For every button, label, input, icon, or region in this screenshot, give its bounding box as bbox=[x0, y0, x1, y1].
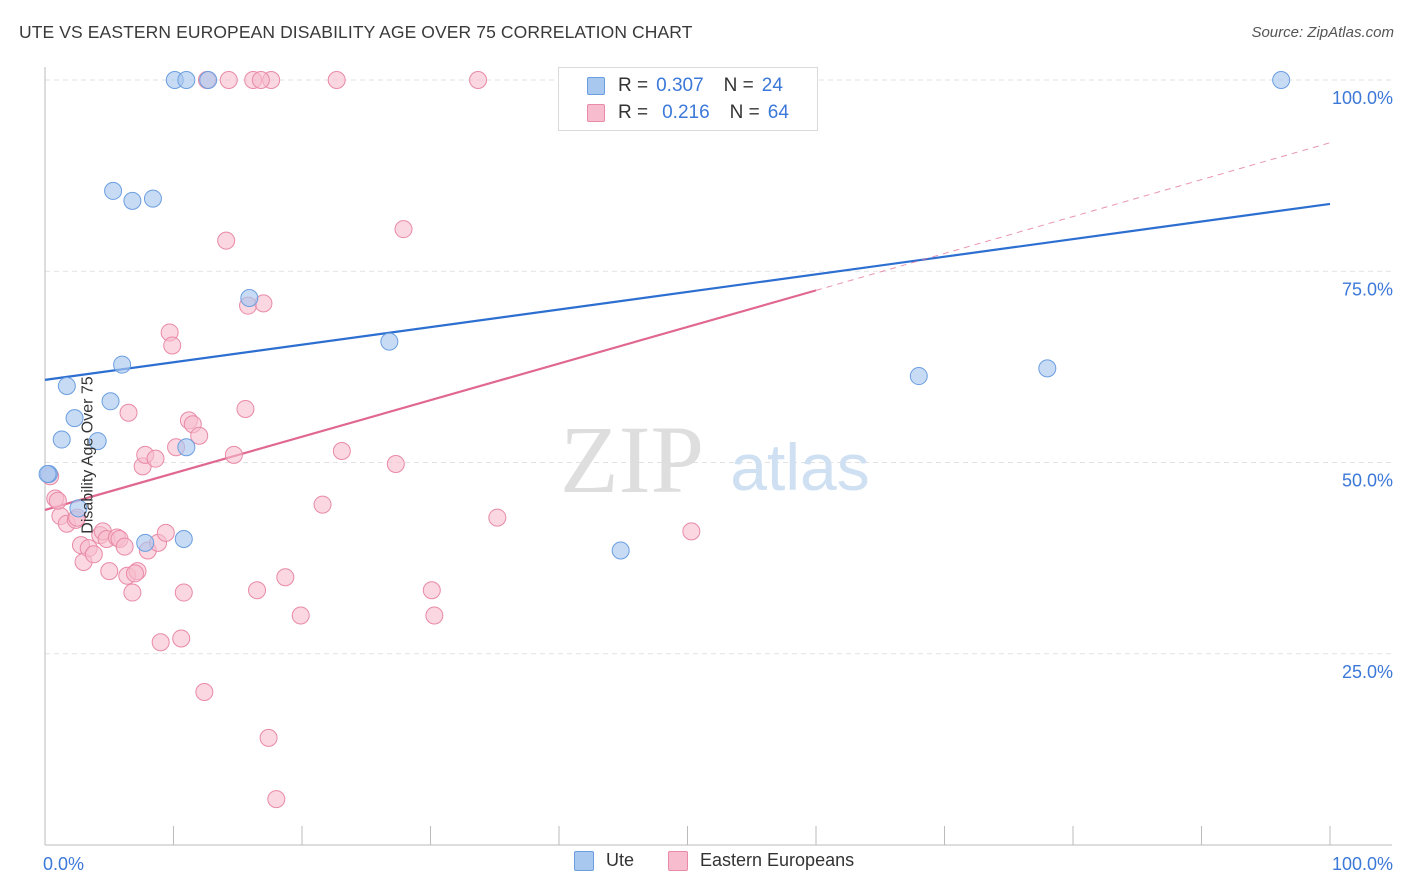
x-tick-label-right: 100.0% bbox=[1332, 854, 1393, 874]
ute-point bbox=[174, 530, 193, 548]
ee-point bbox=[259, 728, 278, 747]
ee-r-label: R = bbox=[618, 102, 649, 123]
chart-source: Source: ZipAtlas.com bbox=[1251, 24, 1394, 41]
ee-point bbox=[119, 403, 138, 422]
ute-swatch bbox=[587, 77, 605, 95]
ute-point bbox=[909, 367, 928, 386]
ee-point bbox=[276, 568, 295, 587]
trend-lines bbox=[44, 142, 1331, 511]
legend-row-ute: R = 0.307 N = 24 bbox=[559, 73, 783, 99]
legend-ute-label: Ute bbox=[606, 850, 635, 870]
ute-point bbox=[113, 355, 132, 374]
ee-point bbox=[394, 220, 413, 239]
ute-point bbox=[65, 409, 84, 428]
ee-point bbox=[224, 445, 243, 464]
ee-n-value: 64 bbox=[767, 102, 789, 123]
ee-point bbox=[172, 629, 191, 648]
ute-point bbox=[38, 464, 57, 483]
ute-point bbox=[611, 541, 630, 560]
ee-point bbox=[682, 522, 701, 541]
ee-point bbox=[115, 537, 134, 556]
ute-point bbox=[1038, 359, 1057, 378]
y-axis-label: Disability Age Over 75 bbox=[79, 376, 97, 534]
ute-point bbox=[240, 289, 259, 308]
data-points bbox=[38, 71, 1291, 809]
ute-n-value: 24 bbox=[761, 75, 783, 96]
ee-point bbox=[217, 231, 236, 250]
ute-trend-line bbox=[44, 202, 1331, 381]
series-legend: Ute Eastern Europeans bbox=[0, 850, 1406, 878]
ee-point bbox=[236, 399, 255, 418]
legend-item-ee: Eastern Europeans bbox=[668, 850, 854, 871]
ute-point bbox=[52, 430, 71, 449]
ute-point bbox=[1272, 71, 1291, 89]
ee-point bbox=[190, 426, 209, 445]
ute-point bbox=[88, 432, 107, 451]
x-tick-label-left: 0.0% bbox=[43, 854, 84, 874]
ute-point bbox=[143, 189, 162, 208]
ee-point bbox=[163, 336, 182, 355]
ee-point bbox=[248, 581, 267, 600]
ee-point bbox=[156, 523, 175, 542]
ee-point bbox=[84, 545, 103, 564]
ee-point bbox=[327, 71, 346, 89]
y-tick-label: 100.0% bbox=[1332, 88, 1393, 108]
ee-trend-line bbox=[44, 289, 817, 511]
y-tick-label: 75.0% bbox=[1342, 279, 1393, 299]
ee-point bbox=[313, 495, 332, 514]
ee-point bbox=[386, 455, 405, 474]
ute-point bbox=[199, 71, 218, 89]
ute-point bbox=[69, 499, 88, 518]
y-tick-label: 25.0% bbox=[1342, 662, 1393, 682]
y-tick-label: 50.0% bbox=[1342, 471, 1393, 491]
ute-point bbox=[104, 181, 123, 200]
ute-point bbox=[123, 191, 142, 210]
ute-point bbox=[177, 71, 196, 89]
tick-labels: 100.0% 75.0% 50.0% 25.0% 0.0% 100.0% bbox=[43, 88, 1393, 874]
ute-r-value: 0.307 bbox=[656, 75, 704, 96]
grid-lines bbox=[45, 79, 1392, 655]
ee-point bbox=[123, 583, 142, 602]
ute-point bbox=[136, 533, 155, 552]
ee-swatch bbox=[587, 104, 605, 122]
legend-item-ute: Ute bbox=[574, 850, 634, 871]
ee-point bbox=[195, 683, 214, 701]
ee-point bbox=[146, 449, 165, 468]
ute-point bbox=[177, 438, 196, 457]
legend-row-ee: R = 0.216 N = 64 bbox=[559, 100, 789, 126]
axes bbox=[44, 67, 1392, 846]
ee-point bbox=[125, 564, 144, 583]
chart-title: UTE VS EASTERN EUROPEAN DISABILITY AGE O… bbox=[19, 22, 693, 42]
ee-trend-extension bbox=[815, 142, 1331, 291]
ee-n-label: N = bbox=[729, 102, 760, 123]
ee-point bbox=[425, 606, 444, 625]
ee-point bbox=[422, 581, 441, 600]
ute-point bbox=[57, 377, 76, 395]
ee-r-value: 0.216 bbox=[662, 102, 710, 123]
ute-point bbox=[101, 392, 120, 411]
watermark-zip: ZIP bbox=[560, 406, 704, 513]
legend-ute-swatch bbox=[574, 850, 594, 871]
ee-point bbox=[267, 790, 286, 809]
ee-point bbox=[100, 562, 119, 581]
legend-ee-swatch bbox=[668, 850, 688, 871]
ee-point bbox=[488, 508, 507, 527]
ee-point bbox=[48, 491, 67, 510]
ee-point bbox=[332, 442, 351, 461]
ute-n-label: N = bbox=[723, 75, 754, 96]
ute-point bbox=[380, 332, 399, 351]
ee-point bbox=[151, 633, 170, 652]
legend-ee-label: Eastern Europeans bbox=[700, 850, 855, 870]
ute-r-label: R = bbox=[618, 75, 649, 96]
ee-point bbox=[174, 583, 193, 602]
ee-point bbox=[251, 71, 270, 89]
ee-point bbox=[469, 71, 488, 89]
watermark: ZIP atlas bbox=[560, 406, 870, 513]
ee-point bbox=[291, 606, 310, 625]
ee-point bbox=[219, 71, 238, 89]
correlation-legend: R = 0.307 N = 24 R = 0.216 N = 64 bbox=[558, 67, 818, 131]
watermark-atlas: atlas bbox=[730, 430, 869, 504]
